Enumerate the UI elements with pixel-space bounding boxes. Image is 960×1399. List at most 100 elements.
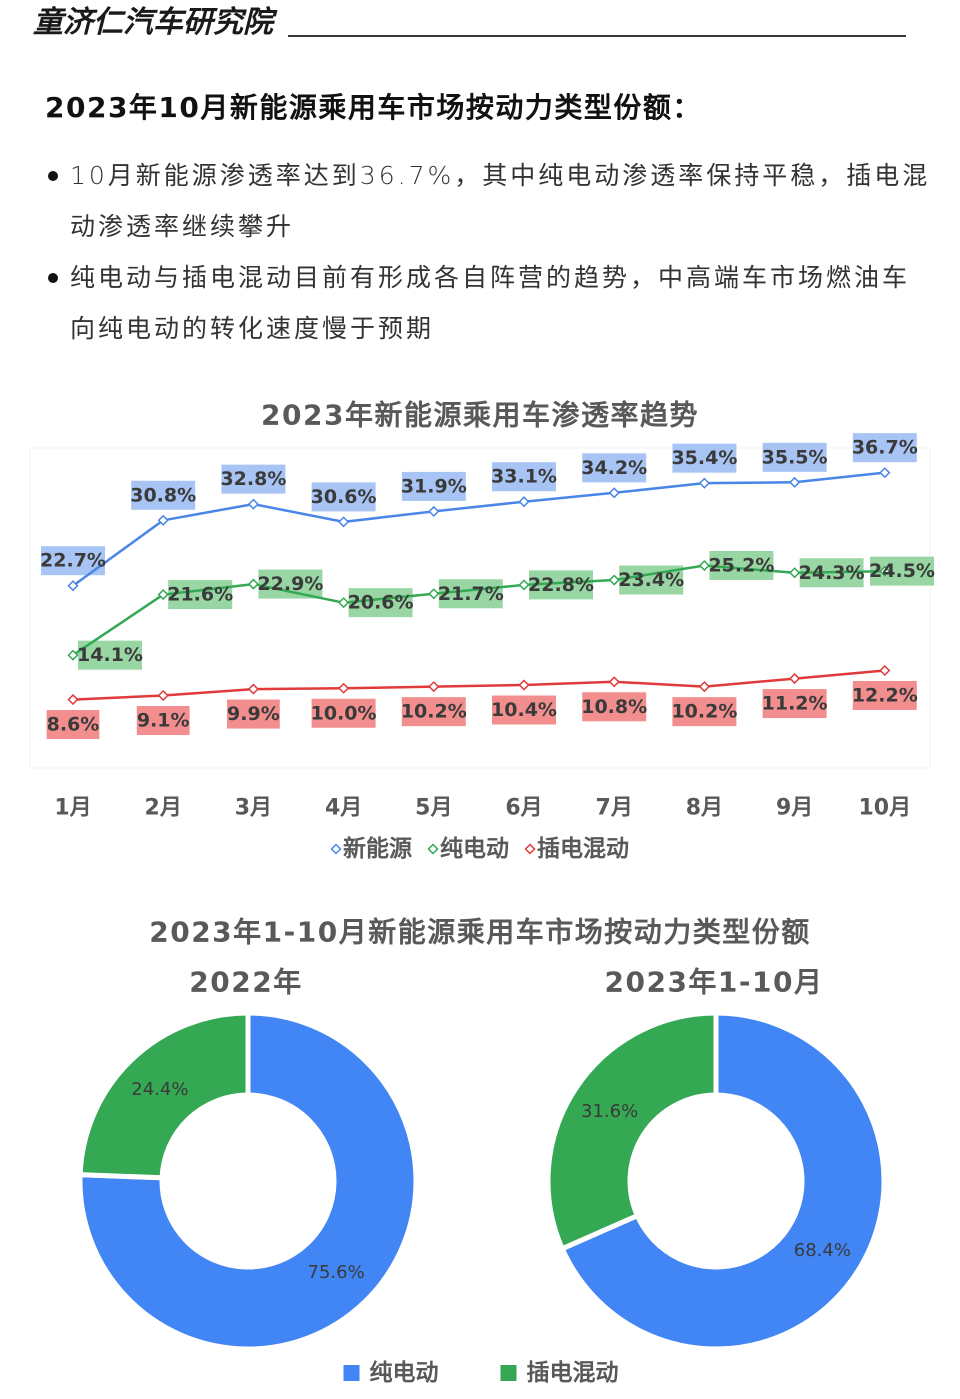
series-2-data-label: 11.2%: [762, 693, 828, 715]
series-0-point: [428, 505, 440, 517]
series-0-data-label: 31.9%: [401, 475, 467, 497]
series-1-data-label: 22.9%: [257, 573, 323, 595]
series-1-point: [157, 589, 169, 601]
donut-subtitle: 2023年1-10月: [605, 966, 824, 999]
series-1-point: [67, 649, 79, 661]
series-0-data-label: 30.8%: [130, 484, 196, 506]
series-1-data-label-box: [438, 579, 503, 609]
series-2-data-label: 10.8%: [581, 696, 647, 718]
plot-area: [29, 447, 931, 769]
series-1-point: [608, 574, 620, 586]
line-chart-legend: 新能源 纯电动 插电混动: [330, 835, 629, 862]
bullet-text-line: 10月新能源渗透率达到36.7%，其中纯电动渗透率保持平稳，插电混: [70, 161, 931, 190]
series-1-data-label-box: [348, 588, 413, 618]
donut-0-slice-1: [77, 1010, 251, 1181]
series-1-data-label: 22.8%: [528, 574, 594, 596]
legend-swatch-icon: [500, 1365, 517, 1381]
legend-label: 纯电动: [440, 835, 509, 862]
series-0-data-label: 33.1%: [491, 466, 557, 488]
legend-swatch-icon: [343, 1365, 360, 1381]
series-2-point: [789, 672, 801, 685]
x-tick-label: 9月: [776, 796, 813, 821]
bullet-item: 纯电动与插电混动目前有形成各自阵营的趋势，中高端车市场燃油车 向纯电动的转化速度…: [0, 252, 960, 354]
series-lines: [72, 471, 885, 701]
series-2-data-label: 9.1%: [137, 710, 190, 732]
donut-chart-title: 2023年1-10月新能源乘用车市场按动力类型份额: [149, 916, 811, 949]
series-2-point: [698, 681, 710, 693]
bullet-text-line: 动渗透率继续攀升: [70, 212, 295, 241]
donut-0-slice-0: [77, 1010, 419, 1352]
series-1-data-label: 24.5%: [869, 560, 935, 582]
series-0-point: [338, 516, 350, 528]
series-2-data-label-box: [227, 699, 280, 729]
legend-marker-icon: [524, 843, 536, 855]
series-1-point: [247, 578, 259, 590]
series-2-data-label-box: [311, 698, 376, 728]
series-2-point: [247, 683, 259, 695]
donut-1-slice-label: 31.6%: [581, 1101, 638, 1122]
x-tick-label: 2月: [145, 796, 182, 821]
series-1-data-label: 23.4%: [618, 569, 684, 591]
series-1-data-label-box: [168, 580, 233, 610]
series-2-data-label: 8.6%: [47, 714, 100, 736]
series-0-data-label: 36.7%: [852, 437, 918, 459]
x-tick-label: 6月: [505, 796, 542, 821]
series-1-data-label-box: [258, 569, 323, 599]
series-2-data-label: 9.9%: [227, 703, 280, 725]
series-0-data-label-box: [131, 480, 196, 510]
x-tick-label: 7月: [596, 796, 633, 821]
series-2-data-label-box: [492, 695, 556, 725]
series-2-data-label-box: [672, 697, 737, 727]
series-0-line: [72, 471, 885, 587]
series-2-point: [338, 682, 350, 694]
legend-label: 插电混动: [537, 836, 629, 862]
x-tick-label: 10月: [858, 796, 911, 821]
bullet-list: 10月新能源渗透率达到36.7%，其中纯电动渗透率保持平稳，插电混 动渗透率继续…: [0, 150, 960, 354]
series-1-data-label: 21.7%: [438, 583, 504, 605]
x-tick-label: 8月: [686, 796, 723, 821]
series-2-point: [67, 693, 79, 706]
donut-subtitle: 2022年: [189, 966, 302, 999]
data-labels: 22.7% 30.8% 32.8% 30.6% 31.9% 33.1% 34.2% 35.4%…: [40, 437, 935, 736]
series-0-data-label: 35.5%: [762, 446, 828, 468]
bullet-item: 10月新能源渗透率达到36.7%，其中纯电动渗透率保持平稳，插电混 动渗透率继续…: [0, 150, 960, 252]
bullet-text-line: 向纯电动的转化速度慢于预期: [70, 314, 435, 343]
series-0-point: [789, 476, 801, 488]
donut-1-slice-0: [558, 1010, 887, 1352]
x-tick-label: 5月: [415, 796, 452, 821]
series-0-data-label-box: [852, 433, 917, 463]
series-0-point: [67, 580, 79, 592]
series-2-data-label-box: [136, 706, 190, 736]
donut-0: 2022年 75.6% 24.4%: [77, 966, 419, 1352]
series-2-data-label: 10.2%: [671, 701, 737, 723]
series-0-data-label: 32.8%: [220, 468, 286, 490]
donut-0-slice-label: 75.6%: [308, 1262, 365, 1283]
series-0-point: [247, 498, 259, 510]
series-2-point: [518, 679, 530, 691]
donut-0-slice-label: 24.4%: [131, 1079, 188, 1100]
series-2-data-label-box: [762, 689, 827, 719]
bullet-text-line: 纯电动与插电混动目前有形成各自阵营的趋势，中高端车市场燃油车: [70, 263, 911, 292]
legend-label: 插电混动: [527, 1360, 619, 1386]
series-0-point: [608, 487, 620, 499]
series-2-data-label: 10.0%: [311, 702, 377, 724]
series-1-line: [72, 564, 885, 657]
series-0-data-label-box: [221, 464, 286, 494]
series-1-point: [789, 567, 801, 579]
series-0-data-label-box: [492, 462, 556, 492]
data-label-boxes: [41, 433, 934, 740]
series-points: [67, 467, 891, 706]
series-1-point: [338, 597, 350, 609]
series-2-line: [72, 669, 885, 701]
series-0-data-label: 34.2%: [581, 457, 647, 479]
series-2-point: [608, 676, 620, 688]
x-tick-label: 4月: [325, 796, 362, 821]
series-2-point: [157, 689, 169, 702]
page-title: 2023年10月新能源乘用车市场按动力类型份额：: [45, 91, 702, 124]
series-2-data-label: 10.2%: [401, 701, 467, 723]
series-1-data-label: 20.6%: [348, 592, 414, 614]
x-axis: 1月 2月 3月 4月 5月 6月 7月 8月 9月 10月: [54, 796, 911, 821]
series-2-point: [879, 664, 891, 677]
bullet-dot-icon: [48, 171, 58, 181]
donut-1-slice-label: 68.4%: [794, 1240, 851, 1261]
